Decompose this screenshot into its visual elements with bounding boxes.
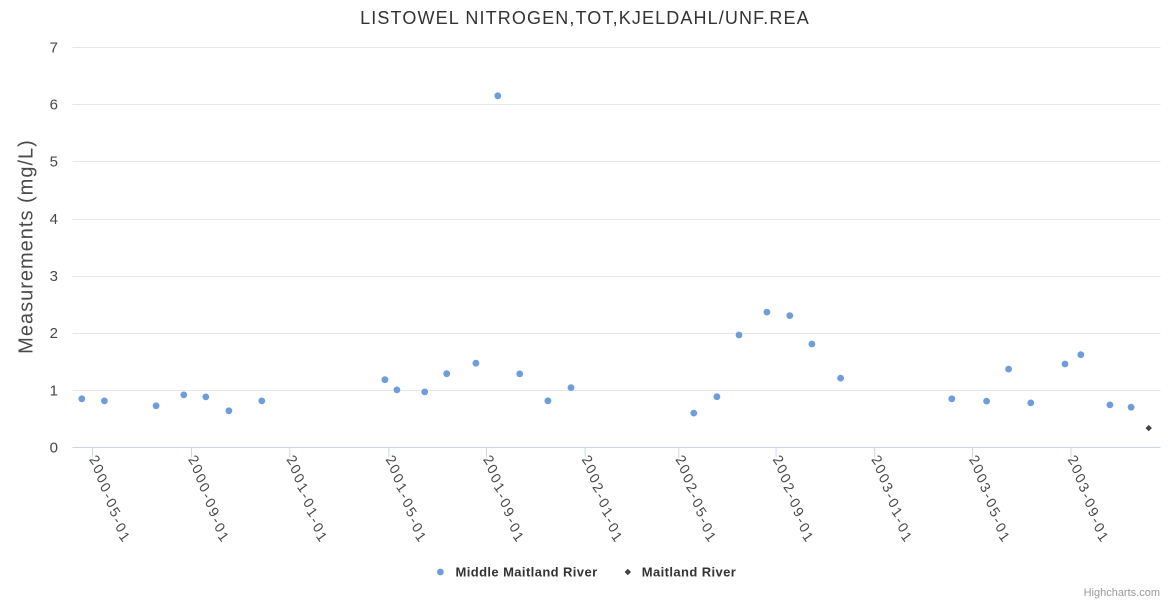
- svg-text:6: 6: [50, 97, 58, 114]
- svg-text:2: 2: [50, 325, 58, 342]
- svg-text:LISTOWEL NITROGEN,TOT,KJELDAHL: LISTOWEL NITROGEN,TOT,KJELDAHL/UNF.REA: [360, 8, 810, 28]
- svg-text:0: 0: [50, 439, 58, 456]
- svg-text:Middle Maitland River: Middle Maitland River: [456, 564, 598, 579]
- svg-text:7: 7: [50, 39, 58, 56]
- svg-text:Measurements (mg/L): Measurements (mg/L): [16, 139, 38, 354]
- svg-text:Maitland River: Maitland River: [642, 564, 736, 579]
- svg-text:1: 1: [50, 382, 58, 399]
- svg-text:5: 5: [50, 154, 58, 171]
- svg-text:Highcharts.com: Highcharts.com: [1084, 587, 1160, 599]
- svg-text:4: 4: [50, 211, 58, 228]
- svg-text:3: 3: [50, 268, 58, 285]
